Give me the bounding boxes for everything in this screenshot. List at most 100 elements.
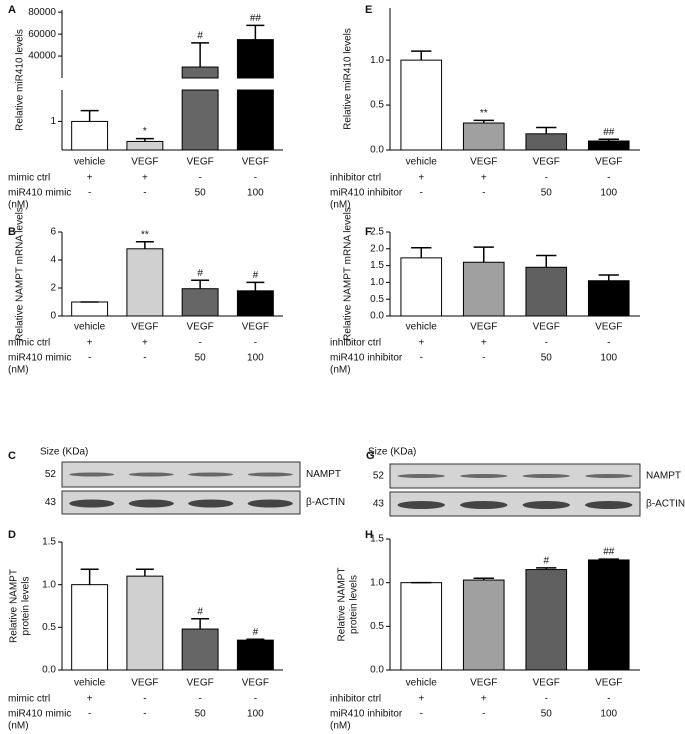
significance-label: # — [253, 627, 259, 638]
condition-value: + — [142, 338, 148, 349]
condition-value: - — [198, 694, 201, 705]
condition-value: - — [607, 338, 610, 349]
bar — [181, 66, 219, 79]
condition-value: 50 — [195, 188, 207, 199]
blot-band — [128, 472, 174, 477]
significance-label: ## — [603, 547, 615, 558]
x-tick-label: vehicle — [74, 678, 106, 689]
condition-value: - — [88, 709, 91, 720]
condition-value: - — [143, 709, 146, 720]
x-tick-label: VEGF — [533, 678, 560, 689]
panel-letter: C — [8, 450, 16, 462]
condition-value: 100 — [600, 353, 617, 364]
y-tick-label: 0 — [50, 311, 56, 322]
bar — [236, 39, 274, 79]
y-tick-label: 0.5 — [370, 100, 384, 111]
condition-label: miR410 mimic — [8, 353, 71, 364]
x-tick-label: VEGF — [533, 157, 560, 168]
condition-value: + — [87, 173, 93, 184]
y-tick-label: 0.5 — [370, 294, 384, 305]
condition-value: - — [198, 173, 201, 184]
panel-letter: D — [8, 529, 16, 541]
condition-value: + — [481, 694, 487, 705]
condition-value: - — [607, 173, 610, 184]
significance-label: ** — [480, 108, 488, 119]
condition-value: - — [254, 694, 257, 705]
condition-value: - — [482, 709, 485, 720]
panel-letter: H — [365, 529, 373, 541]
blot-band — [69, 499, 115, 508]
bar — [126, 248, 164, 317]
blot-band — [128, 499, 174, 508]
bar — [400, 59, 443, 151]
blot-band — [188, 499, 234, 508]
y-axis-label: Relative NAMPT — [337, 568, 348, 642]
condition-value: - — [420, 188, 423, 199]
bar — [181, 288, 219, 317]
x-tick-label: VEGF — [131, 322, 158, 333]
condition-value: - — [420, 353, 423, 364]
condition-label: inhibitor ctrl — [330, 173, 381, 184]
y-axis-label: protein levels — [349, 575, 360, 634]
condition-label: miR410 mimic — [8, 188, 71, 199]
y-tick-label: 2.0 — [370, 243, 384, 254]
bar — [71, 301, 109, 317]
bar — [587, 140, 630, 151]
bar — [400, 582, 443, 671]
significance-label: # — [253, 270, 259, 281]
y-tick-label: 1 — [50, 116, 56, 127]
x-tick-label: VEGF — [470, 157, 497, 168]
significance-label: # — [543, 555, 549, 566]
x-tick-label: vehicle — [406, 322, 438, 333]
condition-label: (nM) — [330, 365, 351, 376]
y-tick-label: 1.0 — [370, 577, 384, 588]
condition-value: + — [481, 338, 487, 349]
protein-label: NAMPT — [306, 469, 341, 480]
bar — [462, 579, 505, 671]
x-tick-label: vehicle — [406, 157, 438, 168]
blot-band — [69, 472, 115, 477]
condition-label: mimic ctrl — [8, 694, 50, 705]
significance-label: # — [197, 606, 203, 617]
y-tick-label: 1.0 — [42, 579, 56, 590]
x-tick-label: VEGF — [131, 157, 158, 168]
significance-label: ** — [141, 229, 149, 240]
size-marker: 43 — [373, 499, 385, 510]
condition-value: 100 — [247, 353, 264, 364]
condition-label: mimic ctrl — [8, 173, 50, 184]
bar — [525, 569, 568, 671]
y-tick-label: 4 — [50, 255, 56, 266]
y-tick-label: 2 — [50, 283, 56, 294]
condition-value: 50 — [195, 353, 207, 364]
blot-band — [585, 474, 633, 478]
condition-label: (nM) — [330, 200, 351, 211]
y-tick-label: 1.5 — [42, 537, 56, 548]
condition-label: inhibitor ctrl — [330, 338, 381, 349]
bar — [126, 140, 164, 151]
x-tick-label: vehicle — [74, 322, 106, 333]
condition-label: inhibitor ctrl — [330, 694, 381, 705]
blot-band — [397, 474, 445, 478]
bar — [462, 122, 505, 151]
condition-value: 50 — [541, 709, 553, 720]
x-tick-label: VEGF — [533, 322, 560, 333]
condition-value: - — [545, 694, 548, 705]
y-axis-label: Relative miR410 levels — [343, 28, 354, 130]
y-tick-label: 0.0 — [370, 145, 384, 156]
condition-value: - — [482, 353, 485, 364]
bar — [236, 89, 274, 151]
bar — [400, 257, 443, 317]
size-title: Size (KDa) — [40, 447, 88, 458]
bar — [126, 575, 164, 671]
condition-label: (nM) — [8, 721, 29, 732]
y-tick-label: 6 — [50, 227, 56, 238]
x-tick-label: VEGF — [595, 678, 622, 689]
x-tick-label: VEGF — [470, 322, 497, 333]
condition-value: + — [418, 173, 424, 184]
condition-value: 100 — [600, 188, 617, 199]
significance-label: ## — [250, 13, 262, 24]
bar — [181, 628, 219, 671]
x-tick-label: VEGF — [187, 678, 214, 689]
blot-band — [397, 501, 445, 509]
condition-value: + — [418, 338, 424, 349]
